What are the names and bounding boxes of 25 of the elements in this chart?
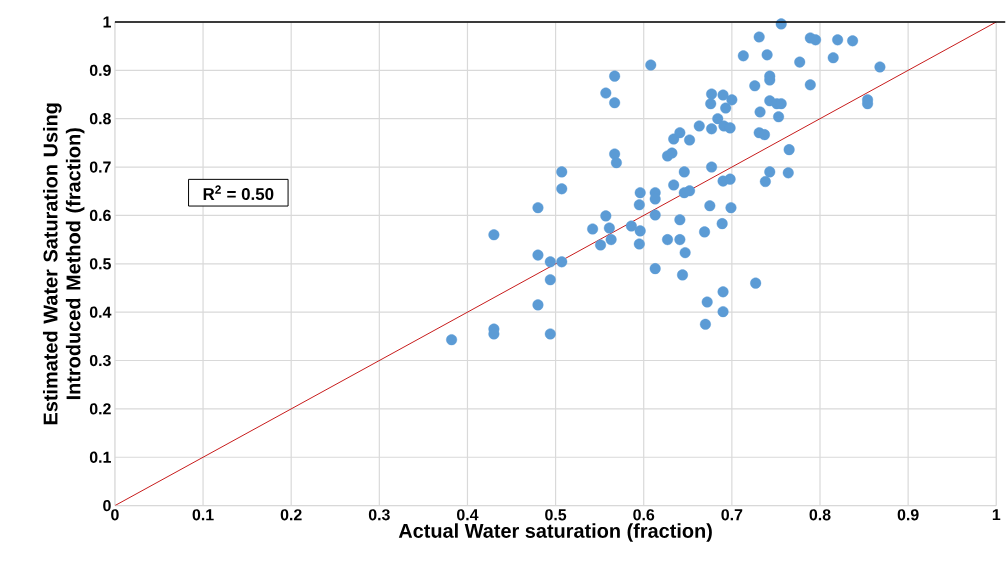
- y-tick-label: 0.3: [89, 355, 111, 367]
- y-axis-title: Estimated Water Saturation Using Introduced Method (fraction): [42, 103, 85, 425]
- x-tick-label: 0.9: [897, 509, 919, 521]
- y-tick-label: 0.4: [89, 306, 112, 319]
- y-tick-label: 0.5: [89, 258, 111, 270]
- y-tick-label: 0.9: [89, 64, 111, 77]
- y-tick-label: 0.2: [89, 403, 111, 415]
- x-tick-label: 0.2: [280, 509, 302, 521]
- x-tick-label: 0: [111, 509, 119, 521]
- x-tick-label: 0.5: [545, 509, 567, 521]
- x-tick-label: 1: [992, 509, 1001, 521]
- y-tick-label: 0.6: [89, 210, 111, 222]
- y-tick-label: 0.7: [89, 161, 111, 173]
- x-tick-label: 0.6: [633, 509, 655, 521]
- y-tick-label: 0: [103, 500, 111, 512]
- x-tick-label: 0.1: [192, 509, 214, 521]
- y-tick-label: 0.8: [89, 113, 111, 125]
- x-tick-label: 0.4: [457, 509, 479, 521]
- x-tick-label: 0.8: [809, 509, 831, 521]
- x-tick-label: 0.3: [368, 509, 390, 521]
- y-tick-label: 0.1: [89, 451, 111, 464]
- x-tick-label: 0.7: [721, 509, 743, 521]
- y-tick-label: 1: [103, 16, 111, 28]
- annotation: R$^{2}$ = 0.50: [203, 185, 274, 201]
- x-axis-title: Actual Water saturation (fraction): [398, 523, 712, 543]
